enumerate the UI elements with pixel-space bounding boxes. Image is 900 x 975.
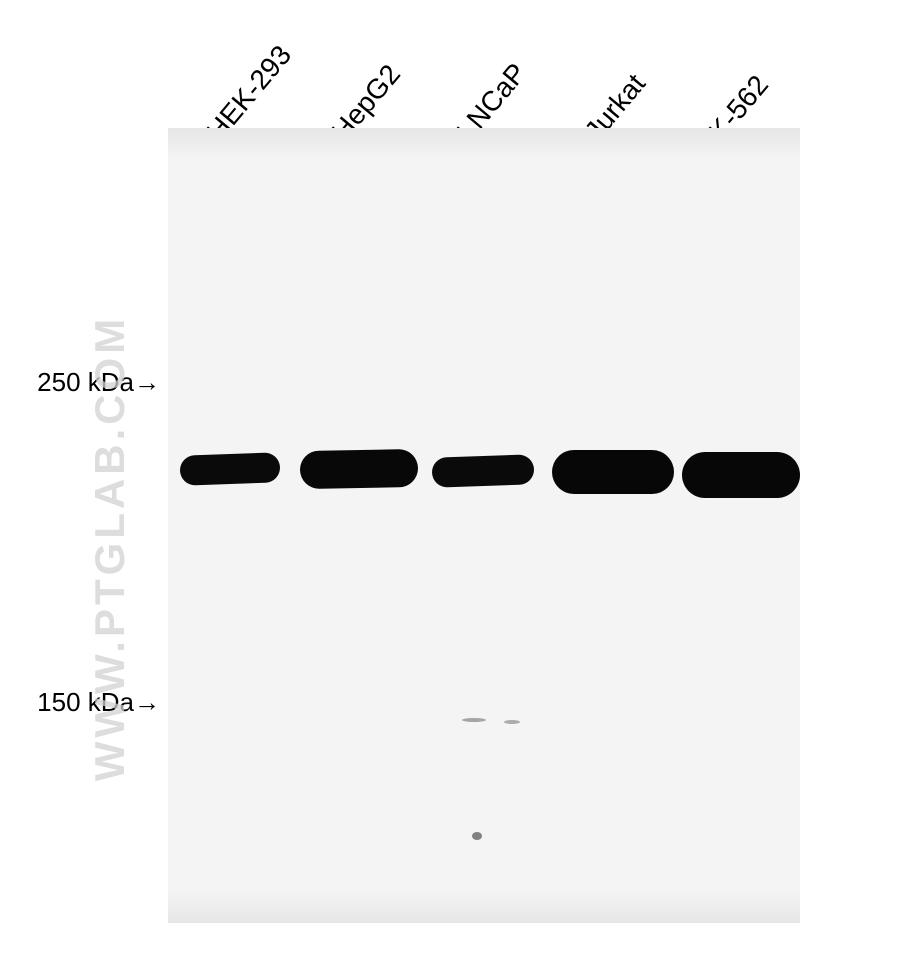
watermark-text: WWW.PTGLAB.COM [86, 268, 134, 828]
band [432, 454, 535, 488]
artifact-spot [462, 718, 486, 722]
marker-label: 150 kDa→ [0, 687, 160, 718]
artifact-spot [504, 720, 520, 724]
band [552, 450, 674, 494]
artifact-spot [472, 832, 482, 840]
lane-labels-row: HEK-293HepG2LNCaPJurkatK-562 [0, 0, 900, 130]
western-blot-figure: HEK-293HepG2LNCaPJurkatK-562 250 kDa→ 150… [0, 0, 900, 975]
band [682, 452, 800, 498]
band [180, 452, 281, 485]
marker-label: 250 kDa→ [0, 367, 160, 398]
blot-background [168, 128, 800, 923]
band [300, 449, 419, 489]
